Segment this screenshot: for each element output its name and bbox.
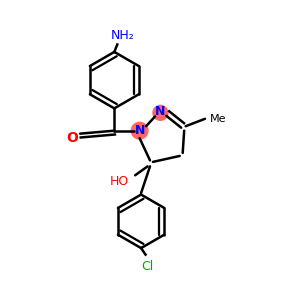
Text: O: O [66,131,78,145]
Text: Me: Me [209,114,226,124]
Text: Cl: Cl [141,260,153,273]
Circle shape [131,122,148,139]
Text: N: N [155,105,166,118]
Text: HO: HO [110,175,129,188]
Text: NH₂: NH₂ [111,28,134,41]
Text: N: N [134,124,145,137]
Circle shape [153,105,168,120]
